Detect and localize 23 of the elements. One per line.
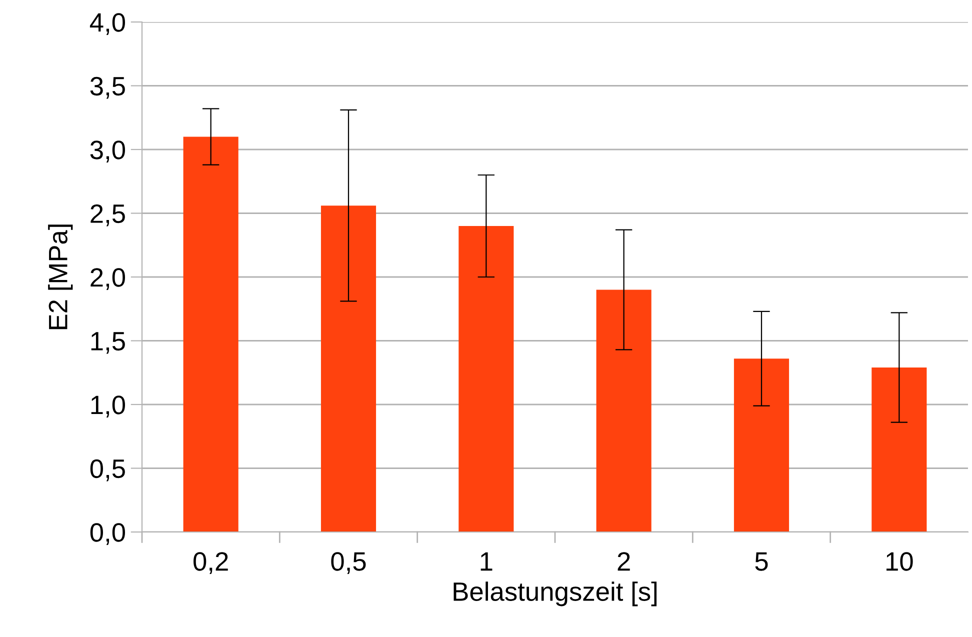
bar — [320, 206, 376, 532]
y-tick-label: 0,0 — [90, 523, 125, 545]
y-axis-title: E2 [MPa] — [48, 224, 73, 330]
y-tick-label: 2,0 — [90, 268, 125, 290]
y-tick-label: 3,5 — [90, 76, 125, 99]
y-tick-label: 0,5 — [90, 459, 125, 482]
x-tick-label: 1 — [480, 552, 492, 571]
y-tick-label: 1,0 — [91, 396, 125, 418]
x-tick-label: 0,2 — [194, 552, 228, 574]
x-tick-label: 0,5 — [331, 552, 366, 574]
y-tick-label: 4,0 — [90, 13, 125, 35]
bar — [872, 368, 927, 532]
x-axis-title: Belastungszeit [s] — [454, 582, 657, 606]
x-tick-label: 5 — [755, 552, 768, 571]
x-tick-label: 2 — [618, 552, 630, 571]
bar — [596, 290, 652, 532]
bar — [183, 136, 238, 532]
x-tick-label: 10 — [886, 552, 913, 571]
y-tick-label: 3,0 — [90, 140, 125, 162]
y-tick-label: 2,5 — [90, 204, 125, 226]
bar — [734, 358, 790, 532]
y-tick-label: 1,5 — [91, 332, 125, 354]
bar — [458, 226, 514, 532]
